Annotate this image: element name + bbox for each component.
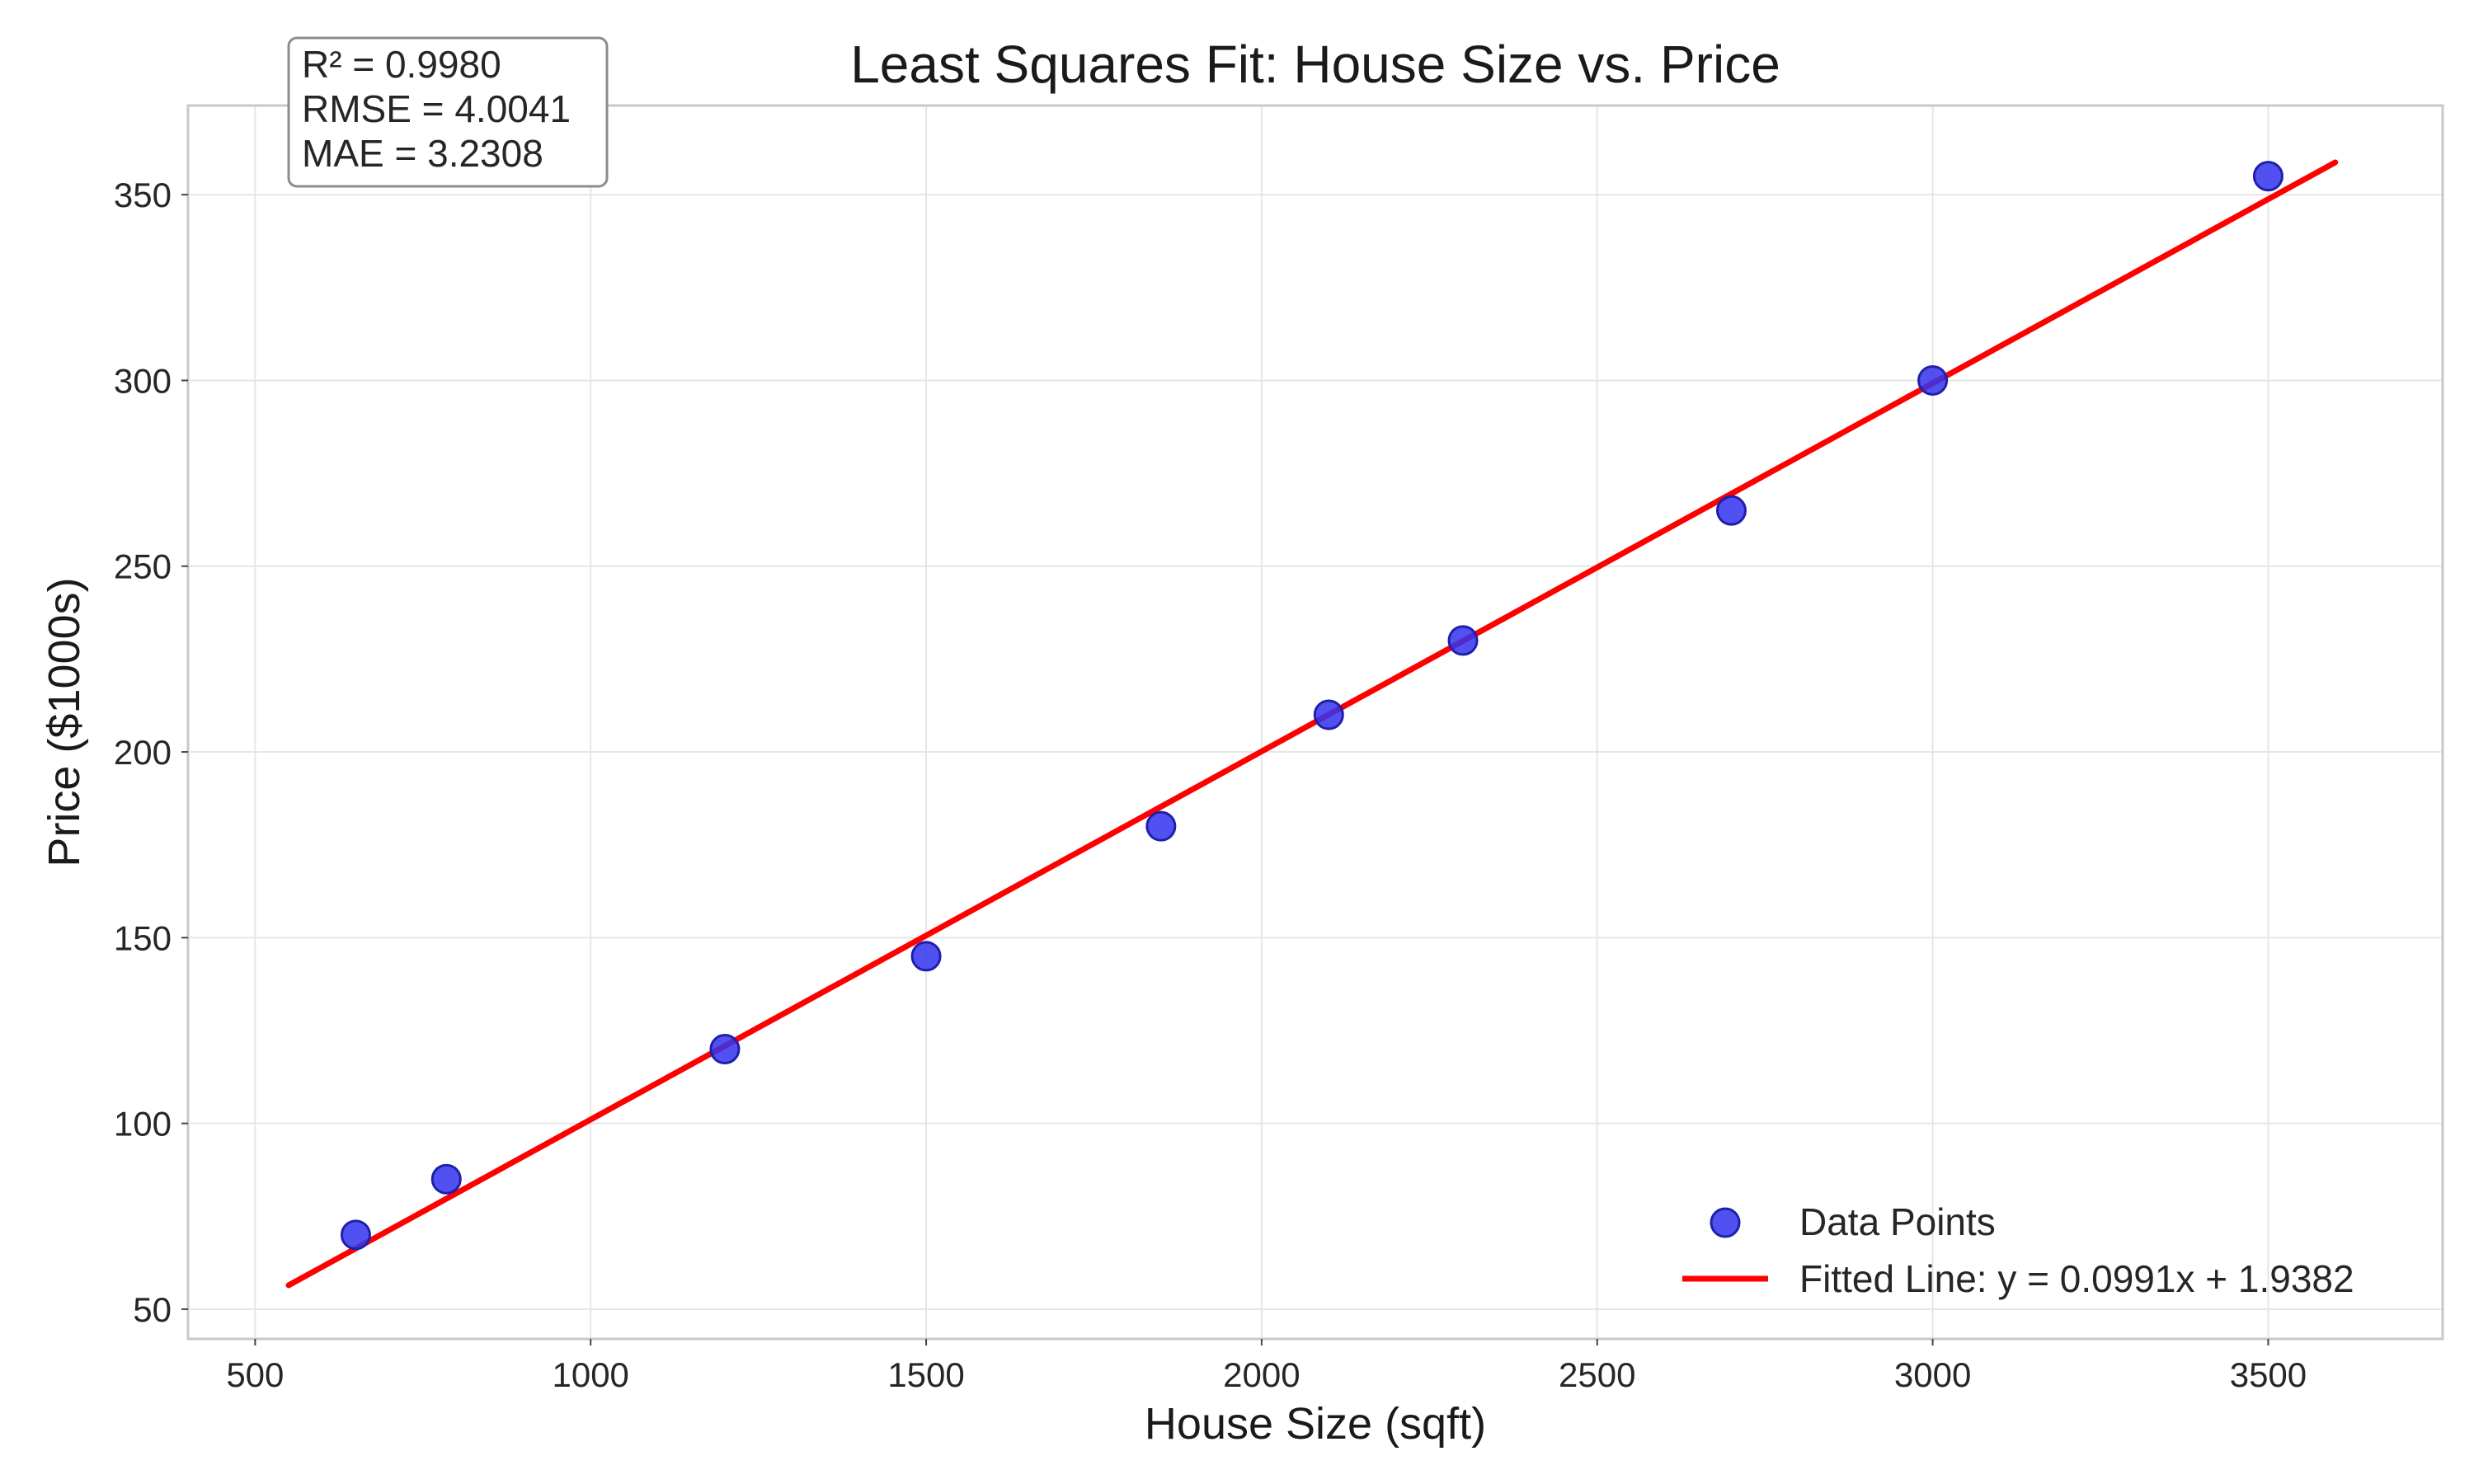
legend: Data Points Fitted Line: y = 0.0991x + 1…: [1682, 1200, 2354, 1300]
data-point: [1145, 810, 1177, 842]
legend-marker-data-points: [1710, 1207, 1741, 1238]
stats-box: R² = 0.9980 RMSE = 4.0041 MAE = 3.2308: [287, 36, 609, 188]
y-tick-label: 300: [114, 361, 172, 400]
data-point: [910, 941, 942, 972]
x-tick-label: 1000: [552, 1355, 628, 1394]
y-tick-label: 350: [114, 176, 172, 214]
data-point: [709, 1034, 741, 1065]
y-tick-label: 100: [114, 1105, 172, 1144]
x-axis-label: House Size (sqft): [1145, 1399, 1486, 1449]
legend-label-fitted-line: Fitted Line: y = 0.0991x + 1.9382: [1799, 1257, 2354, 1300]
axis-ticks: 500 1000 1500 2000 2500 3000 3500 50 100 150 200 25…: [114, 176, 2307, 1394]
x-tick-label: 2000: [1223, 1355, 1300, 1394]
data-point: [340, 1219, 371, 1251]
data-point: [1917, 364, 1949, 396]
legend-label-data-points: Data Points: [1799, 1200, 1996, 1243]
data-point: [1447, 625, 1479, 656]
x-tick-label: 2500: [1559, 1355, 1635, 1394]
x-tick-label: 500: [226, 1355, 284, 1394]
y-tick-label: 50: [133, 1290, 172, 1329]
data-point: [1313, 699, 1344, 730]
stats-box-frame: [287, 36, 609, 188]
plot-frame: [186, 104, 2444, 1341]
y-tick-label: 150: [114, 918, 172, 957]
y-tick-label: 250: [114, 547, 172, 586]
fitted-line-layer: [285, 159, 2339, 1289]
x-tick-label: 1500: [887, 1355, 964, 1394]
data-points-layer: [340, 161, 2284, 1251]
fitted-line: [285, 159, 2339, 1289]
stats-r2: R² = 0.9980: [302, 43, 501, 86]
stats-mae: MAE = 3.2308: [302, 132, 543, 175]
grid: [188, 106, 2443, 1339]
data-point: [1715, 495, 1747, 526]
x-tick-label: 3000: [1894, 1355, 1971, 1394]
chart-title: Least Squares Fit: House Size vs. Price: [850, 35, 1780, 94]
y-tick-label: 200: [114, 733, 172, 772]
data-point: [430, 1163, 462, 1195]
x-tick-label: 3500: [2230, 1355, 2307, 1394]
stats-rmse: RMSE = 4.0041: [302, 87, 571, 130]
y-axis-label: Price ($1000s): [40, 577, 89, 866]
data-point: [2252, 161, 2284, 192]
